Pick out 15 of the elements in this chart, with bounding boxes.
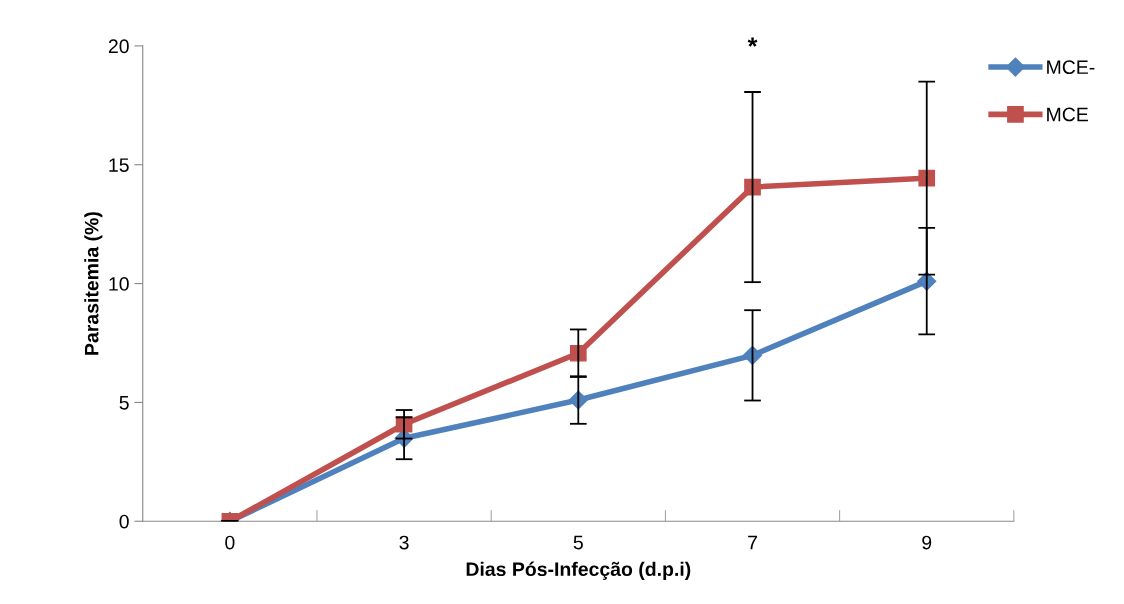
x-tick-label: 0 xyxy=(225,535,235,550)
y-tick-label: 5 xyxy=(119,396,129,410)
x-tick-label: 5 xyxy=(573,535,583,550)
y-tick-label: 10 xyxy=(109,277,129,291)
y-axis-title: Parasitemia (%) xyxy=(84,212,103,355)
y-tick-label: 20 xyxy=(108,39,129,54)
x-axis-title: Dias Pós-Infecção (d.p.i) xyxy=(466,561,691,580)
legend-label: MCE xyxy=(1047,107,1088,122)
x-tick-label: 3 xyxy=(399,535,409,550)
y-tick-label: 15 xyxy=(109,158,129,172)
x-tick-label: 9 xyxy=(922,535,932,550)
x-tick-label: 7 xyxy=(748,535,757,550)
annotation: * xyxy=(747,37,758,47)
y-tick-label: 0 xyxy=(119,514,129,529)
legend-label: MCE- xyxy=(1047,60,1095,75)
